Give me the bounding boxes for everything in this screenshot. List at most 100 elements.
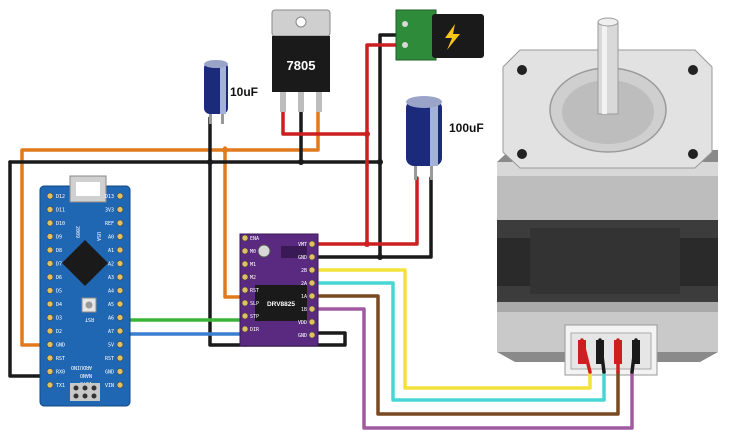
- pin-pad: [241, 299, 249, 307]
- pin-pad: [241, 247, 249, 255]
- pin-label: TX1: [56, 383, 65, 389]
- pin-label: RX0: [56, 370, 65, 376]
- pin-pad: [308, 279, 316, 287]
- wires: [8, 33, 638, 430]
- pin-label: GND: [105, 370, 114, 376]
- pin-label: VIN: [105, 383, 114, 389]
- pin-label: RST: [105, 356, 114, 362]
- wire-black-gnd-left: [8, 160, 52, 378]
- pin-label: 3V3: [105, 208, 114, 214]
- voltage-regulator-7805: 7805: [271, 9, 331, 112]
- mounting-hole: [517, 65, 527, 75]
- regulator-label: 7805: [287, 58, 316, 73]
- wire-yellow-2b: [310, 268, 592, 390]
- pin-label: RST: [56, 356, 65, 362]
- pin-pad: [46, 327, 54, 335]
- pin-pad: [308, 240, 316, 248]
- wire-brown-1a: [310, 294, 620, 416]
- pin-label: D13: [105, 194, 114, 200]
- pin-pad: [116, 287, 124, 294]
- pin-pad: [116, 273, 124, 281]
- pin-label: D5: [56, 289, 62, 295]
- pin-label: RST: [250, 288, 259, 294]
- pin-pad: [241, 260, 249, 268]
- mounting-hole: [688, 65, 698, 75]
- pin-label: 2A: [301, 281, 307, 287]
- wire-orange-to-driver: [223, 148, 247, 299]
- pin-label: A6: [108, 316, 114, 322]
- pin-label: D7: [56, 262, 62, 268]
- pin-pad: [116, 233, 124, 240]
- pin-label: D8: [56, 248, 62, 254]
- pin-label: A0: [108, 235, 114, 241]
- pin-pad: [116, 314, 124, 321]
- pin-pad: [308, 253, 316, 261]
- pin-label: STP: [250, 314, 259, 320]
- motor-connector: [564, 324, 658, 376]
- cap-10uf-label: 10uF: [230, 85, 258, 99]
- pin-label: REF: [105, 221, 114, 227]
- pin-pad: [46, 219, 54, 227]
- pin-pad: [116, 206, 124, 213]
- cap-100uf-label: 100uF: [449, 121, 484, 135]
- pin-label: A7: [108, 329, 114, 335]
- board-model: NANO: [80, 372, 92, 378]
- pin-label: D11: [56, 208, 65, 214]
- pin-label: 1B: [301, 307, 307, 313]
- pin-label: 5V: [108, 343, 114, 349]
- pin-label: A5: [108, 302, 114, 308]
- junctions: [207, 131, 383, 260]
- pin-label: GND: [298, 333, 307, 339]
- pin-pad: [46, 273, 54, 281]
- pin-pad: [46, 314, 54, 321]
- pin-pad: [308, 318, 316, 326]
- pin-pad: [116, 368, 124, 375]
- pin-pad: [116, 300, 124, 308]
- pin-pad: [241, 325, 249, 333]
- pin-pad: [46, 246, 54, 254]
- mounting-hole: [517, 149, 527, 159]
- pin-pad: [46, 260, 54, 267]
- pin-pad: [46, 354, 54, 362]
- pin-pad: [116, 327, 124, 335]
- capacitor-10uf: 10uF: [204, 60, 258, 124]
- pin-label: A3: [108, 275, 114, 281]
- pin-label: M0: [250, 249, 256, 255]
- wire-red-cap100: [365, 176, 419, 246]
- pin-pad: [46, 341, 54, 348]
- arduino-year: 2009: [74, 226, 80, 238]
- wire-red-vmot: [310, 132, 369, 246]
- pin-pad: [46, 300, 54, 308]
- pin-pad: [241, 286, 249, 294]
- dc-power-jack: [395, 9, 484, 61]
- pin-pad: [46, 192, 54, 200]
- pin-pad: [116, 192, 124, 200]
- pin-pad: [116, 381, 124, 389]
- pin-pad: [46, 368, 54, 375]
- pin-label: D10: [56, 221, 65, 227]
- pin-label: D12: [56, 194, 65, 200]
- reset-label: RST: [85, 316, 94, 322]
- pin-pad: [46, 233, 54, 240]
- pin-label: VDD: [298, 320, 307, 326]
- pin-label: D9: [56, 235, 62, 241]
- stepper-motor: [497, 17, 718, 376]
- board-name: ARDUINO: [71, 364, 92, 370]
- driver-label: DRV8825: [267, 301, 295, 308]
- pin-label: GND: [298, 255, 307, 261]
- wire-black-gnd-top: [8, 33, 402, 164]
- pin-label: A2: [108, 262, 114, 268]
- pin-label: 2B: [301, 268, 307, 274]
- pin-pad: [308, 266, 316, 274]
- pin-pad: [308, 305, 316, 313]
- pin-label: A1: [108, 248, 114, 254]
- pin-pad: [46, 287, 54, 294]
- pin-pad: [308, 292, 316, 300]
- microcontroller-chip: [62, 240, 108, 286]
- wire-cyan-2a: [310, 281, 606, 402]
- pin-pad: [116, 260, 124, 267]
- drv8825-driver: DRV8825 ENA M0 M1 M2 RST SLP STP DIR VMT GND 2B 2A…: [239, 233, 319, 347]
- pin-pad: [308, 331, 316, 339]
- pin-pad: [116, 354, 124, 362]
